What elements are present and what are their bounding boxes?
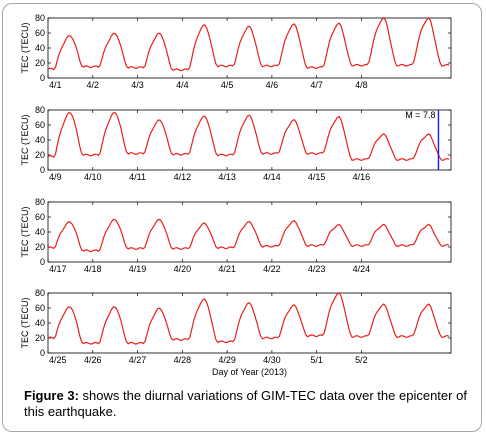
x-tick-label: 4/1 (49, 80, 62, 90)
x-tick-label: 4/22 (263, 264, 281, 274)
y-axis-label: TEC (TECU) (20, 298, 30, 349)
x-tick-label: 4/29 (218, 355, 236, 365)
chart-panel-4: 0 20 40 60 80 TEC (TECU) 4/25 4/26 4/27 4/28 4/29 4… (20, 288, 452, 377)
x-tick-label: 4/10 (84, 172, 102, 182)
x-tick-label: 4/12 (174, 172, 192, 182)
x-tick-label: 5/2 (355, 355, 368, 365)
y-tick-label: 60 (35, 212, 45, 222)
x-tick-label: 4/11 (129, 172, 146, 182)
x-tick-label: 4/3 (131, 80, 144, 90)
y-tick-label: 60 (35, 120, 45, 130)
x-tick-label: 5/1 (310, 355, 323, 365)
y-tick-label: 0 (40, 73, 45, 83)
y-tick-label: 20 (35, 58, 45, 68)
x-tick-label: 4/14 (263, 172, 281, 182)
y-tick-label: 80 (35, 197, 45, 207)
y-tick-label: 40 (35, 43, 45, 53)
y-tick-label: 0 (40, 165, 45, 175)
caption-text: shows the diurnal variations of GIM-TEC … (24, 388, 467, 419)
x-tick-label: 4/21 (218, 264, 236, 274)
x-tick-label: 4/24 (353, 264, 371, 274)
x-tick-label: 4/18 (84, 264, 102, 274)
tec-series-line (47, 17, 450, 72)
x-tick-label: 4/20 (174, 264, 192, 274)
tec-series-line (47, 292, 450, 345)
caption-label: Figure 3: (24, 388, 79, 403)
y-tick-label: 40 (35, 227, 45, 237)
y-tick-label: 0 (40, 257, 45, 267)
x-tick-label: 4/9 (49, 172, 62, 182)
y-axis-label: TEC (TECU) (20, 23, 30, 74)
x-tick-label: 4/4 (176, 80, 189, 90)
earthquake-annotation: M = 7.8 (405, 110, 435, 120)
x-tick-label: 4/6 (266, 80, 279, 90)
x-tick-label: 4/17 (49, 264, 67, 274)
x-tick-label: 4/13 (218, 172, 236, 182)
x-tick-label: 4/2 (87, 80, 100, 90)
y-tick-label: 60 (35, 303, 45, 313)
y-tick-label: 80 (35, 105, 45, 115)
chart-panel-2: 0 20 40 60 80 TEC (TECU) 4/9 4/10 4/11 4/12 4/13 4/… (20, 105, 452, 182)
x-tick-label: 4/28 (174, 355, 192, 365)
tec-series-line (47, 112, 450, 162)
y-tick-label: 20 (35, 333, 45, 343)
x-tick-label: 4/23 (308, 264, 326, 274)
y-tick-label: 60 (35, 28, 45, 38)
y-axis-label: TEC (TECU) (20, 115, 30, 166)
y-tick-label: 20 (35, 242, 45, 252)
y-tick-label: 40 (35, 318, 45, 328)
x-tick-label: 4/7 (310, 80, 323, 90)
figure-caption: Figure 3: shows the diurnal variations o… (24, 388, 474, 420)
y-axis-label: TEC (TECU) (20, 207, 30, 258)
x-tick-label: 4/27 (129, 355, 147, 365)
chart-panel-1: 0 20 40 60 80 TEC (TECU) 4/1 4/2 4/3 4/4 4/5 4/6 4/7… (20, 13, 452, 90)
plot-area-border (47, 109, 452, 171)
x-tick-label: 4/8 (355, 80, 368, 90)
x-tick-label: 4/26 (84, 355, 102, 365)
y-tick-label: 80 (35, 13, 45, 23)
plot-area-border (47, 292, 452, 354)
x-tick-label: 4/19 (129, 264, 147, 274)
x-axis-label: Day of Year (2013) (212, 367, 287, 377)
plot-area-border (47, 201, 452, 263)
y-tick-label: 0 (40, 348, 45, 358)
chart-panel-3: 0 20 40 60 80 TEC (TECU) 4/17 4/18 4/19 4/20 4/21 4… (20, 197, 452, 274)
x-tick-label: 4/30 (263, 355, 281, 365)
y-tick-label: 80 (35, 288, 45, 298)
tec-series-line (47, 218, 450, 253)
y-tick-label: 20 (35, 150, 45, 160)
figure-frame (2, 3, 482, 432)
x-tick-label: 4/16 (353, 172, 371, 182)
x-tick-label: 4/15 (308, 172, 326, 182)
y-tick-label: 40 (35, 135, 45, 145)
x-tick-label: 4/5 (221, 80, 234, 90)
x-tick-label: 4/25 (49, 355, 67, 365)
